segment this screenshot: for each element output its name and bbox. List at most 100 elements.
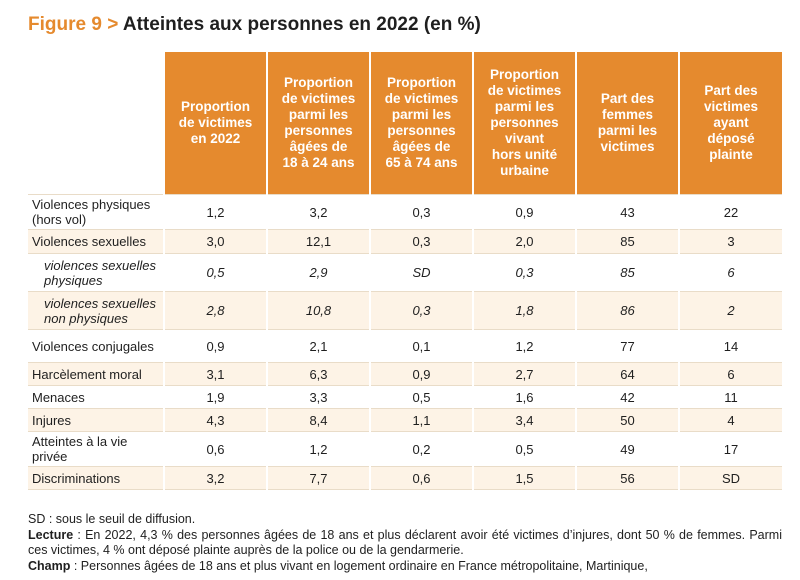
note-lecture: Lecture : En 2022, 4,3 % des personnes â… [28,528,782,559]
table-row: Injures 4,3 8,4 1,1 3,4 50 4 [28,408,782,432]
cell-proportion-65-74: 0,3 [369,291,473,330]
cell-women-share: 86 [575,291,679,330]
cell-proportion-2022: 4,3 [163,408,267,432]
cell-proportion-65-74: SD [369,253,473,292]
table-row: violences sexuelles physiques 0,5 2,9 SD 0,3… [28,253,782,292]
cell-women-share: 50 [575,408,679,432]
cell-women-share: 85 [575,253,679,292]
cell-proportion-rural: 2,0 [472,229,576,254]
cell-proportion-18-24: 1,2 [266,431,370,467]
cell-proportion-18-24: 8,4 [266,408,370,432]
cell-complaint-share: 6 [678,362,782,386]
header-complaint-share: Part des victimes ayant déposé plainte [678,52,782,195]
header-corner [28,52,164,195]
cell-complaint-share: 22 [678,194,782,230]
cell-proportion-65-74: 0,2 [369,431,473,467]
cell-proportion-65-74: 1,1 [369,408,473,432]
note-champ-text: : Personnes âgées de 18 ans et plus viva… [70,558,648,573]
cell-proportion-rural: 1,5 [472,466,576,490]
cell-proportion-18-24: 3,2 [266,194,370,230]
cell-women-share: 85 [575,229,679,254]
note-champ-label: Champ [28,558,71,573]
cell-women-share: 42 [575,385,679,409]
table-row: Discriminations 3,2 7,7 0,6 1,5 56 SD [28,466,782,490]
cell-women-share: 64 [575,362,679,386]
row-label: Violences physiques (hors vol) [28,194,164,230]
table-row: Violences physiques (hors vol) 1,2 3,2 0,3 0… [28,194,782,230]
note-lecture-label: Lecture [28,527,74,542]
row-label: Harcèlement moral [28,362,164,386]
header-women-share: Part des femmes parmi les victimes [575,52,679,195]
cell-proportion-18-24: 10,8 [266,291,370,330]
victims-table: Proportion de victimes en 2022 Proportio… [28,52,782,490]
cell-proportion-2022: 0,5 [163,253,267,292]
cell-proportion-65-74: 0,3 [369,229,473,254]
cell-proportion-18-24: 12,1 [266,229,370,254]
row-label: violences sexuelles physiques [28,253,164,292]
table-row: Menaces 1,9 3,3 0,5 1,6 42 11 [28,385,782,409]
cell-proportion-2022: 3,1 [163,362,267,386]
table-row: Atteintes à la vie privée 0,6 1,2 0,2 0,5 49 1… [28,431,782,467]
cell-proportion-65-74: 0,6 [369,466,473,490]
row-label: Menaces [28,385,164,409]
figure-separator: > [107,14,119,35]
table-row: violences sexuelles non physiques 2,8 10,8… [28,291,782,330]
cell-proportion-18-24: 6,3 [266,362,370,386]
table-row: Harcèlement moral 3,1 6,3 0,9 2,7 64 6 [28,362,782,386]
cell-complaint-share: SD [678,466,782,490]
cell-proportion-rural: 0,9 [472,194,576,230]
cell-complaint-share: 11 [678,385,782,409]
cell-proportion-65-74: 0,9 [369,362,473,386]
cell-proportion-65-74: 0,5 [369,385,473,409]
table-header: Proportion de victimes en 2022 Proportio… [28,52,782,195]
cell-proportion-rural: 0,5 [472,431,576,467]
cell-complaint-share: 14 [678,329,782,363]
cell-proportion-18-24: 2,1 [266,329,370,363]
row-label: Violences conjugales [28,329,164,363]
header-proportion-rural: Proportion de victimes parmi les personn… [472,52,576,195]
cell-proportion-18-24: 3,3 [266,385,370,409]
row-label: Discriminations [28,466,164,490]
row-label: violences sexuelles non physiques [28,291,164,330]
figure-title: Figure 9 > Atteintes aux personnes en 20… [28,14,481,36]
cell-complaint-share: 3 [678,229,782,254]
cell-proportion-rural: 1,2 [472,329,576,363]
row-label: Atteintes à la vie privée [28,431,164,467]
cell-proportion-2022: 2,8 [163,291,267,330]
table-notes: SD : sous le seuil de diffusion. Lecture… [28,512,782,574]
note-lecture-text: : En 2022, 4,3 % des personnes âgées de … [28,527,782,558]
note-champ: Champ : Personnes âgées de 18 ans et plu… [28,559,782,575]
cell-women-share: 49 [575,431,679,467]
header-proportion-2022: Proportion de victimes en 2022 [163,52,267,195]
cell-women-share: 77 [575,329,679,363]
cell-proportion-18-24: 7,7 [266,466,370,490]
cell-proportion-2022: 3,2 [163,466,267,490]
table-row: Violences conjugales 0,9 2,1 0,1 1,2 77 14 [28,329,782,363]
figure-title-text: Atteintes aux personnes en 2022 (en %) [122,14,481,35]
figure-number: Figure 9 [28,14,102,35]
row-label: Injures [28,408,164,432]
note-sd: SD : sous le seuil de diffusion. [28,512,196,526]
cell-proportion-rural: 3,4 [472,408,576,432]
row-label: Violences sexuelles [28,229,164,254]
cell-women-share: 56 [575,466,679,490]
table-row: Violences sexuelles 3,0 12,1 0,3 2,0 85 3 [28,229,782,254]
cell-proportion-2022: 1,2 [163,194,267,230]
cell-proportion-rural: 1,6 [472,385,576,409]
cell-proportion-65-74: 0,3 [369,194,473,230]
cell-complaint-share: 4 [678,408,782,432]
cell-complaint-share: 6 [678,253,782,292]
cell-proportion-2022: 3,0 [163,229,267,254]
cell-complaint-share: 2 [678,291,782,330]
cell-proportion-2022: 0,6 [163,431,267,467]
cell-proportion-65-74: 0,1 [369,329,473,363]
cell-complaint-share: 17 [678,431,782,467]
header-proportion-18-24: Proportion de victimes parmi les personn… [266,52,370,195]
cell-proportion-rural: 0,3 [472,253,576,292]
header-proportion-65-74: Proportion de victimes parmi les personn… [369,52,473,195]
cell-proportion-2022: 0,9 [163,329,267,363]
cell-proportion-rural: 2,7 [472,362,576,386]
table-body: Violences physiques (hors vol) 1,2 3,2 0,3 0… [28,194,782,490]
cell-proportion-rural: 1,8 [472,291,576,330]
cell-proportion-2022: 1,9 [163,385,267,409]
